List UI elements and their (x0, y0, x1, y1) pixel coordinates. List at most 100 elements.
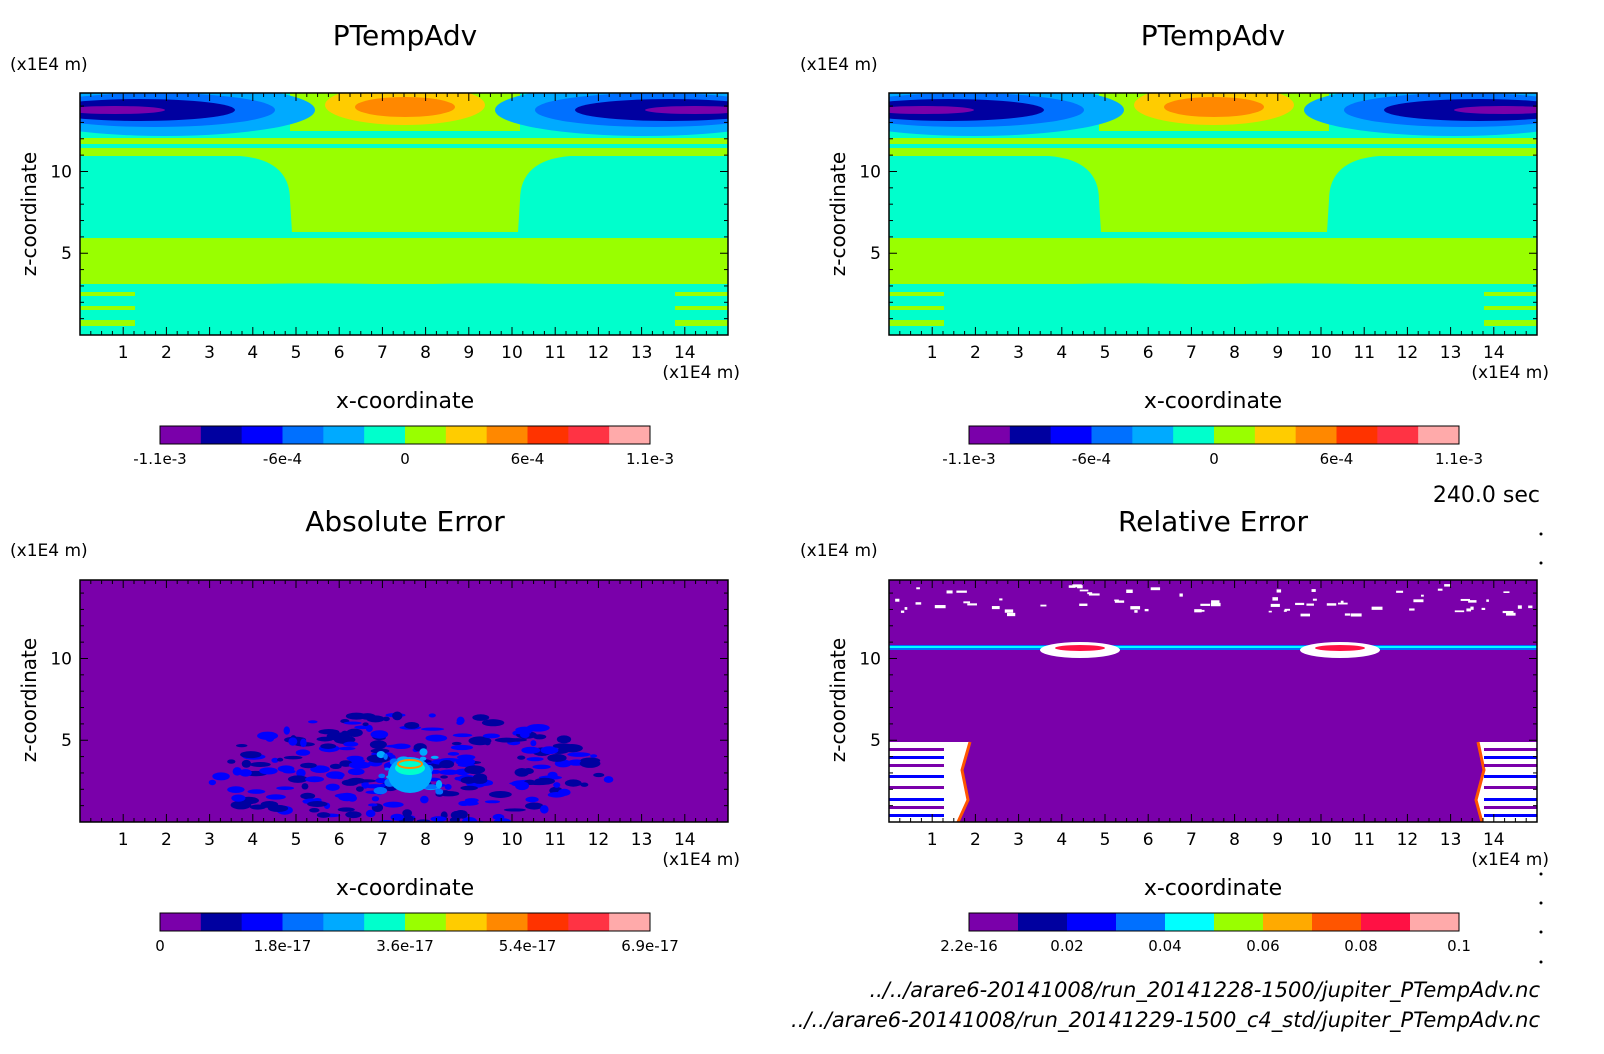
noise-blob (452, 733, 473, 738)
noise-blob (461, 816, 478, 822)
left-stripes (80, 292, 135, 296)
colorbar: 2.2e-16 0.02 0.04 0.06 0.08 0.1 (940, 912, 1471, 955)
colorbar-label: -1.1e-3 (133, 450, 186, 468)
colorbar-swatch (1312, 913, 1362, 931)
noise-blob (580, 757, 601, 764)
cold-blob-left-core (80, 106, 165, 114)
noise-blob (382, 716, 390, 722)
y-axis: 5 10 (859, 592, 1537, 823)
y-axis: 5 10 (859, 105, 1537, 336)
noise-blob (354, 725, 372, 730)
speckle (1272, 597, 1278, 601)
margin-dots (1539, 532, 1543, 964)
x-tick-label: 12 (1397, 830, 1419, 850)
x-tick-label: 4 (1056, 343, 1067, 363)
y-axis-label: z-coordinate (826, 152, 850, 276)
speckle (1396, 590, 1404, 593)
colorbar: -1.1e-3 -6e-4 0 6e-4 1.1e-3 (942, 425, 1483, 468)
colorbar-swatch (1254, 426, 1297, 444)
x-tick-label: 7 (377, 830, 388, 850)
speckle (1283, 610, 1287, 612)
speckle (1454, 610, 1465, 613)
noise-blob (338, 746, 356, 751)
x-tick-label: 6 (1143, 830, 1154, 850)
speckle (1506, 612, 1516, 616)
noise-blob (556, 735, 572, 744)
colorbar-label: 0.04 (1148, 937, 1181, 955)
colorbar-label: 6.9e-17 (621, 937, 679, 955)
field-background (889, 580, 1537, 822)
colorbar-frame (159, 425, 651, 445)
panel-relative-error: Relative Error (x1E4 m) 1 2 3 4 5 6 7 8 9 10 11 12 1… (800, 505, 1549, 955)
colorbar-swatch (282, 913, 324, 931)
speckle (934, 605, 946, 609)
y-axis: 5 10 (50, 105, 728, 336)
panel-ptempadv-left: PTempAdv (x1E4 m) (10, 19, 740, 468)
y-unit-label: (x1E4 m) (10, 541, 88, 561)
speckle (1194, 609, 1202, 613)
y-tick-label: 5 (61, 244, 72, 264)
speckle (1087, 592, 1093, 595)
speckle (1077, 585, 1083, 589)
colorbar-swatch (568, 913, 610, 931)
panel-ptempadv-right: PTempAdv (x1E4 m) (800, 19, 1549, 468)
speckle (1486, 599, 1489, 602)
noise-blob (300, 762, 317, 769)
stripe (889, 786, 944, 789)
x-tick-label: 12 (588, 343, 610, 363)
noise-blob (307, 720, 318, 724)
noise-blob (300, 738, 307, 748)
noise-blob (356, 833, 363, 837)
colorbar-swatch (241, 426, 283, 444)
x-tick-label: 7 (1186, 830, 1197, 850)
noise-blob (507, 738, 528, 742)
speckle (1079, 603, 1088, 606)
x-tick-label: 5 (1100, 343, 1111, 363)
noise-blob (603, 776, 614, 783)
colorbar-swatch (200, 426, 243, 444)
noise-blob (375, 777, 387, 784)
y-unit-label: (x1E4 m) (800, 541, 878, 561)
colorbar-swatch (609, 913, 651, 931)
speckle (916, 587, 920, 590)
noise-blob (558, 788, 571, 796)
x-tick-label: 12 (1397, 343, 1419, 363)
x-tick-label: 13 (631, 830, 653, 850)
y-tick-label: 10 (859, 649, 881, 669)
colorbar-swatch (1132, 426, 1174, 444)
noise-blob (265, 794, 286, 800)
speckle (895, 598, 900, 602)
noise-blob (235, 744, 248, 748)
noise-blob (347, 794, 358, 802)
speckle (1468, 600, 1477, 603)
noise-core-blob (376, 750, 386, 759)
x-unit-label: (x1E4 m) (662, 850, 740, 870)
colorbar-label: 2.2e-16 (940, 937, 998, 955)
noise-blob (464, 765, 486, 775)
colorbar-label: 1.1e-3 (626, 450, 674, 468)
noise-blob (540, 746, 559, 755)
noise-blob (363, 833, 373, 838)
stripe (1484, 756, 1537, 759)
y-tick-label: 5 (870, 731, 881, 751)
speckle (1144, 608, 1149, 612)
error-noise (208, 711, 614, 838)
colorbar-swatch (160, 426, 202, 444)
colorbar-swatch (527, 426, 569, 444)
colorbar-swatch (969, 913, 1019, 931)
right-stripes-3 (1484, 320, 1537, 326)
speckle (1413, 599, 1424, 603)
noise-blob (492, 813, 505, 821)
error-band-cyan (889, 646, 1537, 648)
x-tick-label: 3 (1013, 830, 1024, 850)
colorbar-label: -1.1e-3 (942, 450, 995, 468)
noise-blob (472, 714, 490, 721)
margin-dot (1539, 960, 1543, 964)
speckle (1134, 610, 1138, 613)
noise-blob (444, 783, 452, 790)
cold-blob-left-core (889, 106, 974, 114)
heatmap-field (80, 580, 728, 838)
stripe (889, 748, 944, 751)
stripe (889, 798, 944, 801)
x-axis-label: x-coordinate (1144, 876, 1282, 901)
